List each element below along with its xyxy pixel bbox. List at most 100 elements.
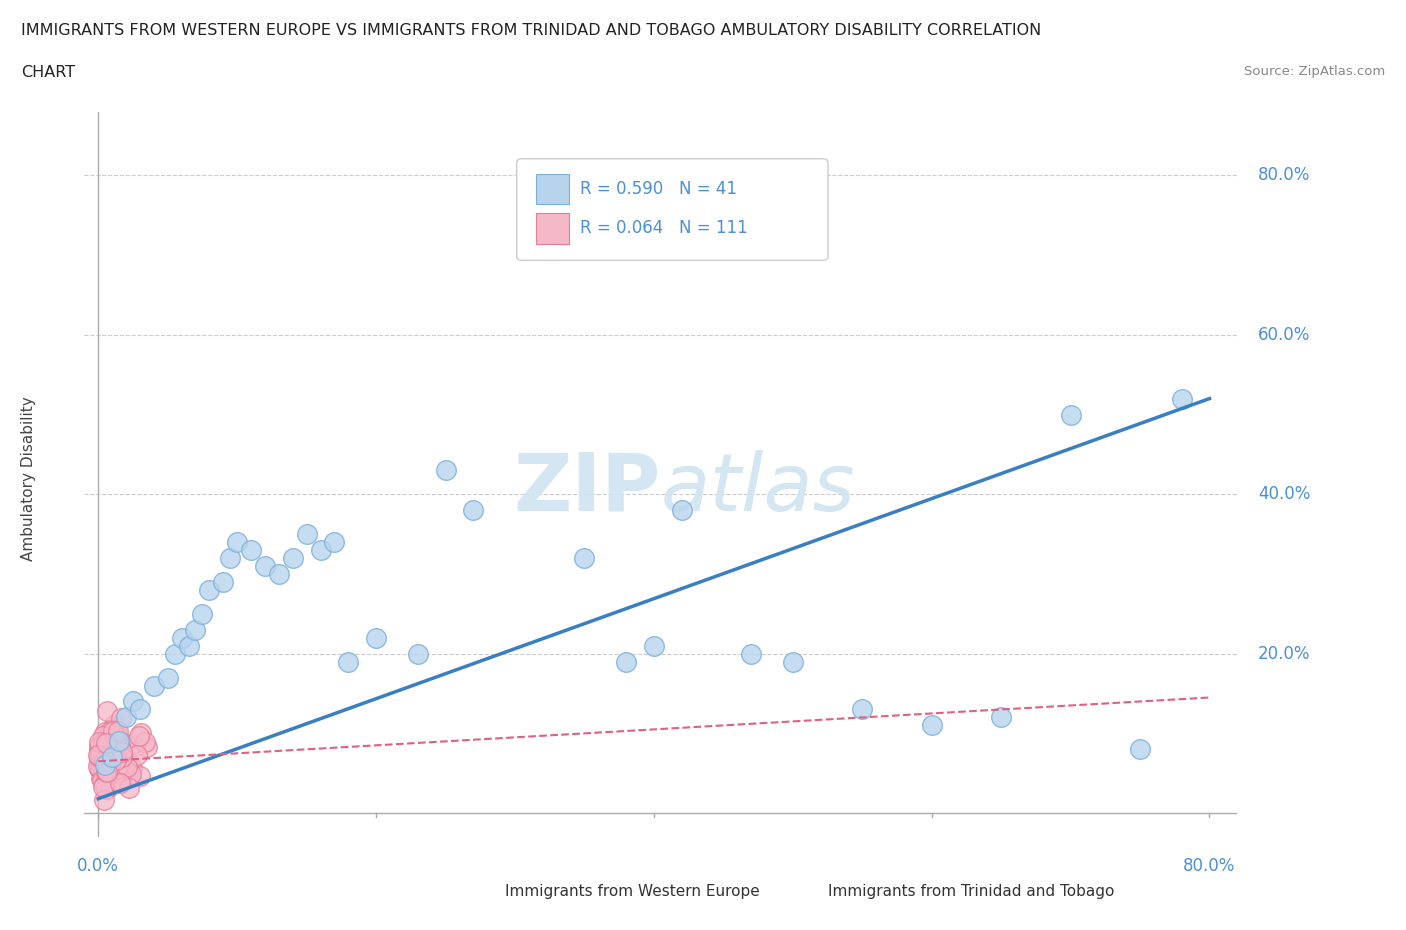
Point [89, 751, 111, 765]
Point [96, 747, 118, 762]
Point [91, 736, 114, 751]
Point [89, 735, 111, 750]
Point [135, 739, 157, 754]
FancyBboxPatch shape [536, 213, 568, 244]
Point [93, 734, 115, 749]
Point [91, 773, 114, 788]
Point [89, 747, 111, 762]
Point [96, 782, 118, 797]
Point [156, 671, 179, 685]
Point [96, 747, 118, 762]
Point [574, 551, 596, 565]
Point [267, 566, 290, 581]
Point [124, 738, 146, 753]
Point [104, 773, 127, 788]
Point [91, 779, 114, 794]
Point [281, 551, 304, 565]
Point [111, 745, 134, 760]
Point [93, 792, 115, 807]
Point [101, 750, 124, 764]
Point [142, 678, 165, 693]
Point [184, 622, 207, 637]
Point [108, 734, 131, 749]
Point [96, 768, 118, 783]
Point [91, 773, 114, 788]
Text: R = 0.590   N = 41: R = 0.590 N = 41 [581, 180, 737, 198]
Point [614, 654, 637, 669]
Point [108, 764, 131, 778]
Point [163, 646, 186, 661]
Point [103, 741, 125, 756]
Point [253, 559, 276, 574]
Text: ZIP: ZIP [513, 450, 661, 528]
Point [93, 777, 115, 792]
Point [107, 754, 129, 769]
Text: Ambulatory Disability: Ambulatory Disability [21, 396, 37, 561]
Point [364, 631, 387, 645]
Point [97, 764, 120, 778]
Point [463, 503, 485, 518]
Point [94, 764, 117, 778]
Point [121, 737, 143, 751]
Point [104, 751, 127, 766]
Point [87, 748, 110, 763]
Point [93, 753, 115, 768]
Point [93, 724, 115, 739]
Point [114, 753, 136, 768]
Point [103, 740, 125, 755]
Point [191, 606, 214, 621]
Point [122, 694, 145, 709]
Point [96, 776, 118, 790]
Point [101, 774, 124, 789]
FancyBboxPatch shape [517, 159, 828, 260]
Point [129, 768, 152, 783]
Point [94, 758, 117, 773]
Point [100, 735, 122, 750]
Text: 80.0%: 80.0% [1184, 857, 1236, 875]
Point [117, 780, 139, 795]
Point [295, 526, 318, 541]
Point [94, 764, 117, 778]
Point [110, 738, 132, 753]
Point [98, 772, 121, 787]
Point [87, 743, 110, 758]
Point [91, 768, 114, 783]
Point [89, 742, 111, 757]
Point [96, 704, 118, 719]
Point [89, 763, 111, 777]
Point [93, 763, 115, 777]
Point [177, 638, 200, 653]
Point [226, 535, 249, 550]
Text: 60.0%: 60.0% [1258, 326, 1310, 344]
Point [309, 542, 332, 557]
Point [105, 745, 128, 760]
Point [89, 761, 111, 776]
Text: 20.0%: 20.0% [1258, 644, 1310, 663]
Point [94, 774, 117, 789]
Point [1059, 407, 1081, 422]
Point [93, 757, 115, 772]
Text: CHART: CHART [21, 65, 75, 80]
Point [107, 724, 129, 738]
Point [115, 760, 138, 775]
Point [89, 750, 111, 764]
Point [103, 718, 125, 733]
Point [91, 765, 114, 780]
Point [782, 654, 804, 669]
Point [323, 535, 346, 550]
Point [107, 746, 129, 761]
Point [127, 748, 149, 763]
Point [87, 739, 110, 754]
Point [105, 752, 128, 767]
Point [96, 743, 118, 758]
FancyBboxPatch shape [536, 174, 568, 205]
Point [990, 710, 1012, 724]
Point [1129, 742, 1152, 757]
Point [128, 729, 150, 744]
Point [94, 751, 117, 765]
Point [97, 758, 120, 773]
Point [90, 756, 112, 771]
Point [93, 736, 115, 751]
Point [94, 777, 117, 792]
Point [643, 638, 665, 653]
